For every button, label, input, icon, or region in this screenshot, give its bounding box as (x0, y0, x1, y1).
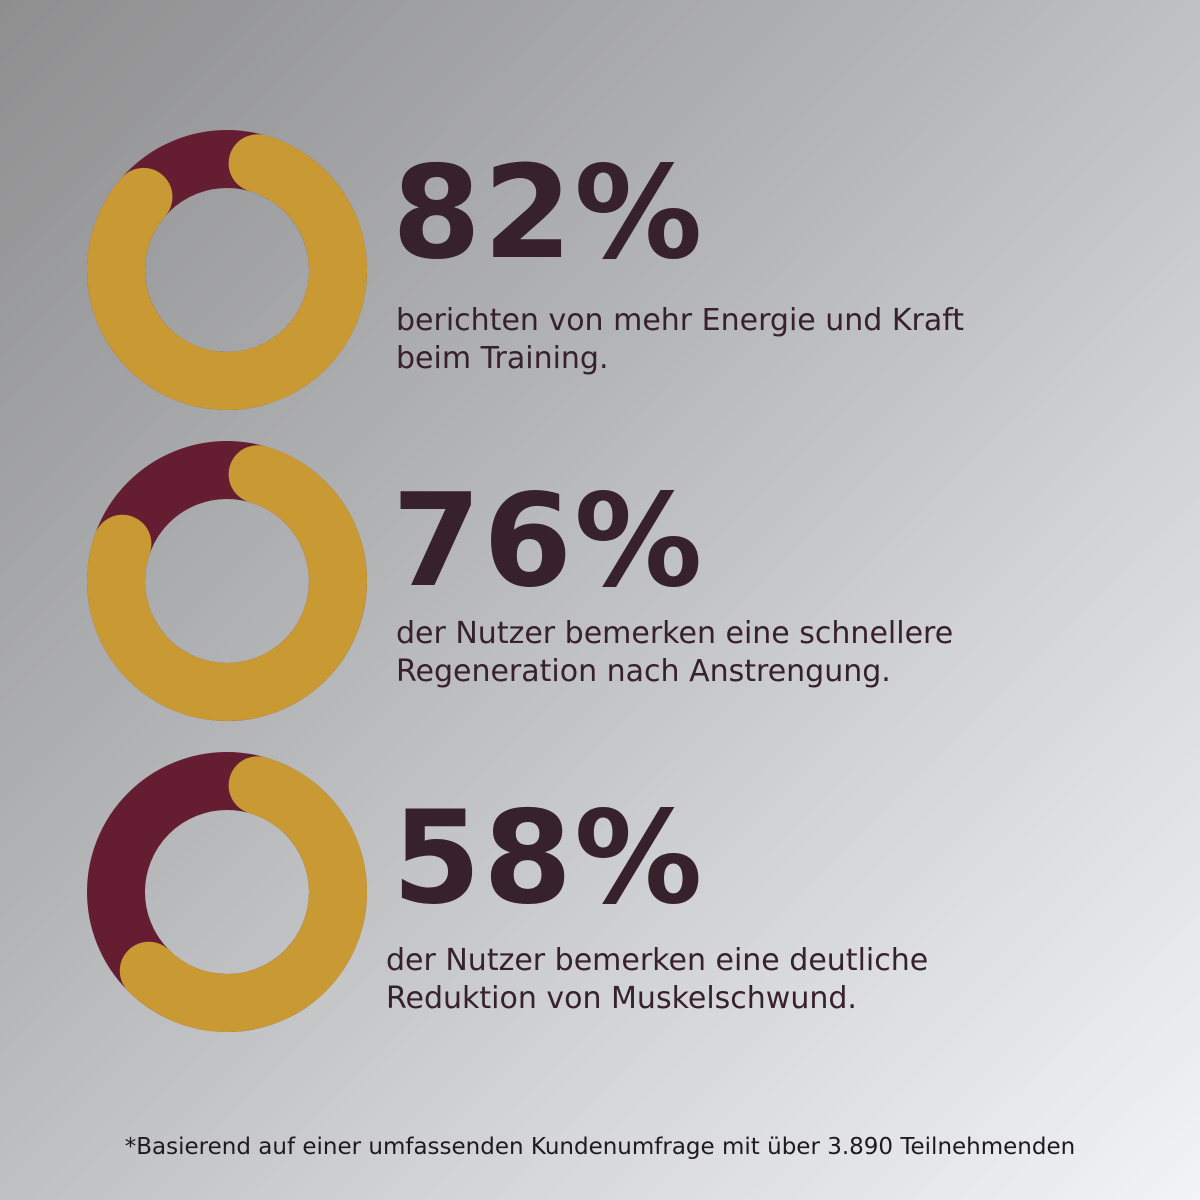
donut-arc (119, 756, 367, 1032)
donut-arc (87, 445, 367, 721)
stat-description-2: der Nutzer bemerken eine schnellere Regen… (396, 616, 954, 689)
donut-chart-2 (87, 441, 367, 721)
donut-chart-1 (87, 130, 367, 410)
stat-value-1: 82% (392, 139, 705, 288)
stat-value-3: 58% (392, 784, 705, 933)
stat-description-1: berichten von mehr Energie und Kraft beim… (396, 303, 965, 376)
donut-arc (87, 134, 367, 410)
donut-chart-3 (87, 752, 367, 1032)
stat-description-3: der Nutzer bemerken eine deutliche Redukt… (386, 943, 929, 1016)
footnote: *Basierend auf einer umfassenden Kundenu… (124, 1134, 1076, 1160)
stat-value-2: 76% (392, 467, 705, 616)
